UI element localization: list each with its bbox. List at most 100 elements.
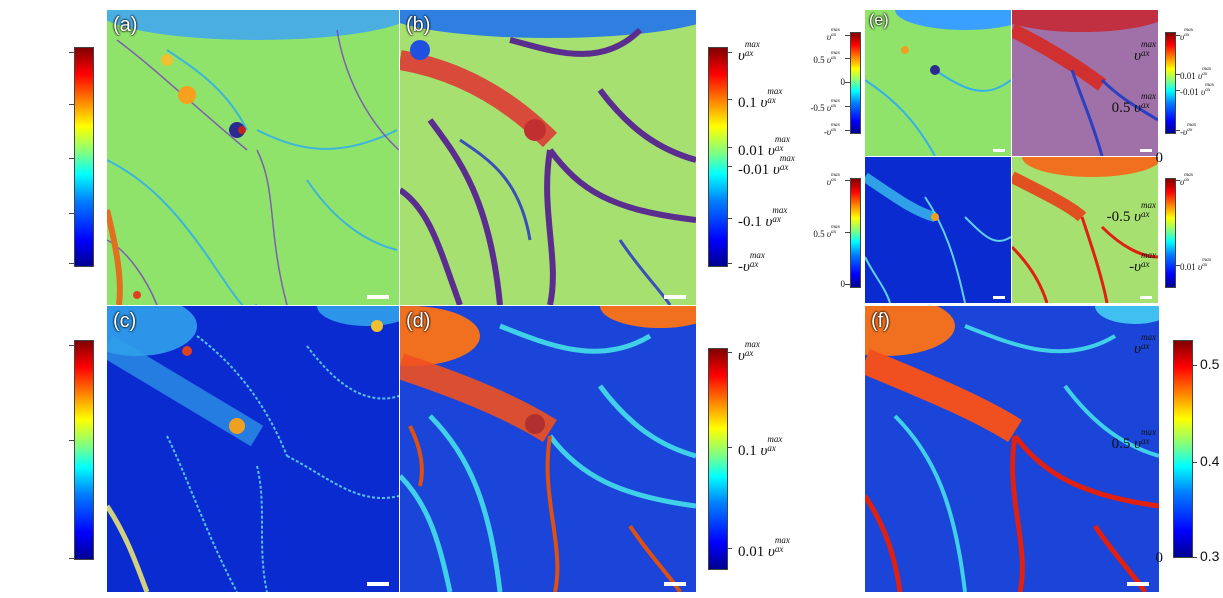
velocity-symbol: υ	[1198, 261, 1203, 272]
colorbar-tick-label: 0.5 υ max ax	[1111, 426, 1156, 452]
colorbar-tick-mark	[1175, 180, 1180, 181]
panel-b: (b)	[400, 10, 696, 305]
colorbar-tick-mark	[1175, 130, 1180, 131]
colorbar-tick-label: υ max ax	[1134, 331, 1156, 357]
velocity-symbol: υ	[738, 47, 745, 64]
panel-f-label: (f)	[871, 310, 890, 332]
panel-d-label: (d)	[406, 310, 431, 332]
velocity-symbol: υ	[1180, 31, 1185, 42]
panel-c: (c)	[107, 306, 399, 592]
panel-e-top-right	[1012, 10, 1158, 156]
panel-f: (f)	[865, 306, 1159, 592]
velocity-symbol: υ	[1134, 208, 1141, 225]
colorbar-tick-label: 0.5 υ max ax	[813, 49, 840, 65]
colorbar-tick-label: 0.3	[1200, 548, 1220, 564]
scale-bar-a	[367, 295, 389, 299]
velocity-symbol: υ	[1183, 126, 1188, 137]
panel-b-label: (b)	[406, 14, 431, 36]
panel-e-bottom-left	[865, 157, 1011, 303]
colorbar-tick-mark	[69, 213, 74, 214]
panel-e-label: (e)	[869, 12, 889, 29]
panel-a-label: (a)	[113, 14, 138, 36]
panel-e-top-left: (e)	[865, 10, 1011, 156]
colorbar-tick-label: 0.4	[1200, 453, 1220, 469]
panel-e3-image	[865, 157, 1011, 303]
velocity-symbol: υ	[826, 176, 831, 187]
colorbar-tick-mark	[1175, 35, 1180, 36]
colorbar-tick-label: υ max ax	[826, 26, 840, 42]
colorbar-tick-label: 0.1 υ max ax	[738, 85, 783, 111]
colorbar-tick-mark	[845, 35, 850, 36]
panel-a: (a)	[107, 10, 399, 305]
colorbar-tick-label: 0	[840, 76, 846, 87]
colorbar-tick-label: 0.5 υ max ax	[1111, 90, 1156, 116]
velocity-symbol: υ	[826, 228, 831, 239]
colorbar-tick-label: -0.5 υ max ax	[810, 97, 840, 113]
colorbar-tick-label: υ max ax	[738, 38, 760, 64]
scale-bar-e4	[1140, 296, 1152, 299]
colorbar-tick-mark	[69, 104, 74, 105]
colorbar-tick-mark	[69, 558, 74, 559]
colorbar-tick-mark	[69, 263, 74, 264]
velocity-symbol: υ	[1198, 70, 1203, 81]
colorbar-tick-mark	[69, 52, 74, 53]
panel-f-image	[865, 306, 1159, 592]
colorbar-tick-mark	[845, 106, 850, 107]
colorbar-tick-mark	[727, 166, 732, 167]
colorbar-tick-mark	[845, 58, 850, 59]
colorbar-tick-label: 0.01 υ max ax	[1180, 256, 1212, 272]
colorbar-tick-mark	[845, 82, 850, 83]
colorbar-tick-mark	[1192, 462, 1197, 463]
velocity-symbol: υ	[826, 54, 831, 65]
colorbar-f	[1173, 340, 1193, 558]
colorbar-tick-mark	[727, 352, 732, 353]
panel-c-image	[107, 306, 399, 592]
colorbar-tick-mark	[845, 180, 850, 181]
colorbar-tick-label: -0.01 υ max ax	[738, 152, 795, 178]
velocity-symbol: υ	[768, 142, 775, 159]
colorbar-tick-label: 0.5	[1200, 356, 1220, 372]
colorbar-tick-mark	[69, 345, 74, 346]
colorbar-tick-label: 0.01 υ max ax	[1180, 65, 1212, 81]
colorbar-tick-mark	[727, 263, 732, 264]
velocity-symbol: υ	[826, 126, 831, 137]
colorbar-tick-label: 0.01 υ max ax	[738, 534, 790, 560]
colorbar-tick-label: υ max ax	[1180, 26, 1194, 42]
colorbar-e1	[850, 32, 861, 134]
colorbar-e4	[1165, 178, 1176, 288]
panel-b-image	[400, 10, 696, 305]
colorbar-tick-mark	[727, 447, 732, 448]
scale-bar-d	[664, 582, 686, 586]
colorbar-c	[74, 340, 94, 560]
velocity-symbol: υ	[826, 102, 831, 113]
scale-bar-e3	[993, 296, 1005, 299]
velocity-symbol: υ	[773, 161, 780, 178]
colorbar-tick-mark	[1192, 365, 1197, 366]
colorbar-tick-label: 0.5 υ max ax	[813, 223, 840, 239]
colorbar-tick-label: 0	[840, 278, 846, 289]
colorbar-tick-mark	[69, 158, 74, 159]
scale-bar-c	[367, 582, 389, 586]
colorbar-b	[708, 47, 728, 267]
colorbar-tick-label: 0	[1155, 549, 1164, 566]
colorbar-tick-mark	[727, 52, 732, 53]
scale-bar-b	[664, 295, 686, 299]
scale-bar-e2	[1140, 149, 1152, 152]
velocity-symbol: υ	[1134, 258, 1141, 275]
panel-c-label: (c)	[113, 310, 137, 332]
colorbar-tick-label: υ max ax	[826, 171, 840, 187]
panel-d-image	[400, 306, 696, 592]
velocity-symbol: υ	[1134, 340, 1141, 357]
colorbar-tick-label: -υ max ax	[823, 121, 840, 137]
velocity-symbol: υ	[743, 258, 750, 275]
velocity-symbol: υ	[1134, 47, 1141, 64]
colorbar-tick-label: -υ max ax	[1129, 249, 1156, 275]
colorbar-tick-label: 0	[1155, 149, 1164, 166]
panel-e4-image	[1012, 157, 1158, 303]
colorbar-tick-label: -0.5 υ max ax	[1106, 199, 1156, 225]
colorbar-d	[708, 348, 728, 570]
panel-e-bottom-right	[1012, 157, 1158, 303]
colorbar-tick-label: υ max ax	[1134, 38, 1156, 64]
panel-e2-image	[1012, 10, 1158, 156]
colorbar-e3	[850, 178, 861, 288]
